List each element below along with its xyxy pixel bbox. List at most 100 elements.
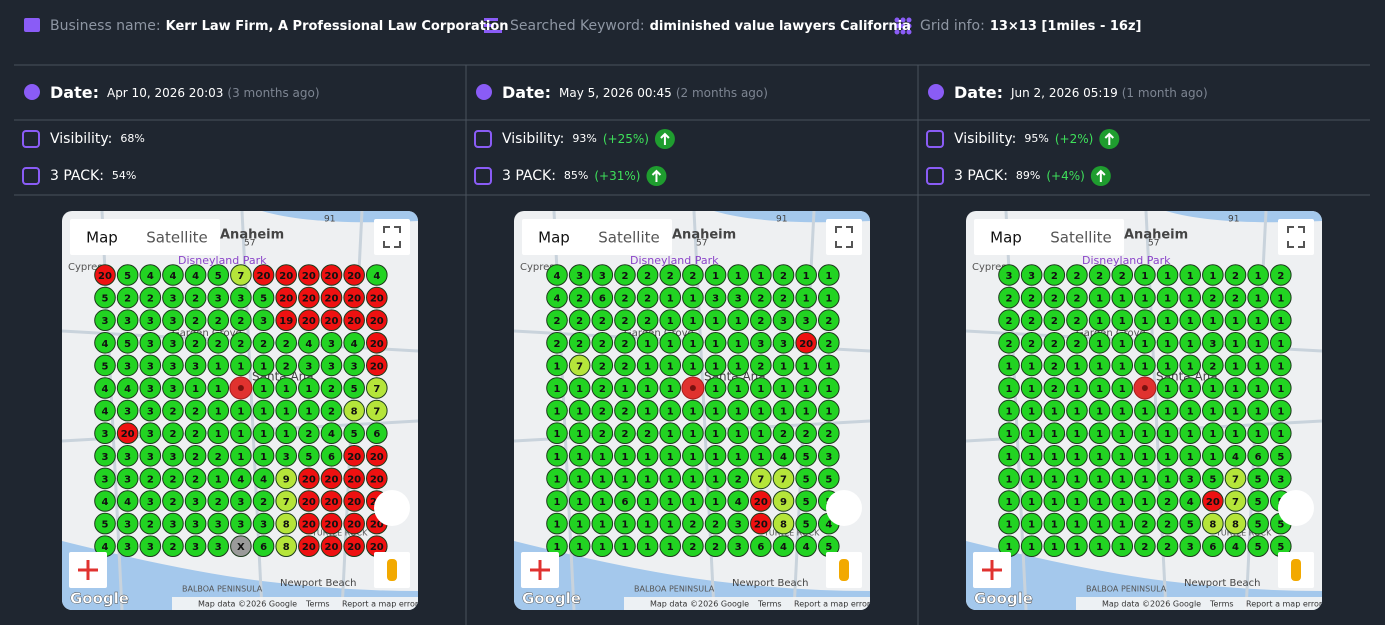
rank-label: 1: [644, 542, 651, 553]
rank-label: 2: [621, 361, 628, 372]
rank-cell: [1134, 332, 1156, 354]
rank-cell: [1020, 512, 1043, 535]
rank-label: 3: [147, 339, 154, 350]
rank-label: 2: [1073, 339, 1080, 350]
terms-link[interactable]: Terms: [305, 600, 330, 609]
report-link[interactable]: Report a map error: [342, 600, 419, 609]
rank-label: 6: [373, 429, 380, 440]
rank-label: 5: [825, 542, 832, 553]
rank-cell: [116, 399, 139, 422]
rank-label: 2: [215, 452, 222, 463]
rank-label: 2: [215, 339, 222, 350]
rank-label: 1: [1006, 542, 1013, 553]
rank-cell: [659, 332, 682, 354]
rank-cell: [298, 445, 320, 467]
rank-label: 2: [169, 407, 176, 418]
rank-cell: [704, 535, 727, 558]
rank-cell: [818, 309, 840, 332]
rank-label: 1: [803, 384, 810, 395]
rank-label: 1: [1255, 384, 1262, 395]
locate-glyph: [78, 560, 98, 580]
satellite-tab[interactable]: Satellite: [146, 229, 207, 247]
rank-cell: [750, 354, 772, 377]
rank-cell: [614, 399, 636, 422]
rank-cell: [320, 535, 343, 558]
rank-cell: [704, 467, 727, 490]
rank-label: 1: [1141, 452, 1148, 463]
map-label: Garden Grove: [172, 328, 242, 339]
rank-cell: [162, 264, 184, 286]
rank-cell: [139, 309, 162, 332]
rank-label: 1: [689, 407, 696, 418]
rank-cell: [230, 467, 252, 490]
rank-cell: [1111, 490, 1134, 512]
pan-button[interactable]: [1278, 490, 1314, 526]
rank-cell: [298, 490, 320, 512]
rank-cell: [704, 490, 727, 512]
rank-label: 2: [576, 339, 583, 350]
map-tab[interactable]: Map: [538, 229, 570, 247]
rank-label: 4: [102, 407, 109, 418]
pan-button[interactable]: [826, 490, 862, 526]
rank-cell: [727, 264, 750, 286]
map-tab[interactable]: Map: [86, 229, 118, 247]
map-tab[interactable]: Map: [990, 229, 1022, 247]
pan-button[interactable]: [374, 490, 410, 526]
date-value: Jun 2, 2026 05:19: [1010, 86, 1118, 100]
rank-label: 1: [1164, 294, 1171, 305]
rank-label: 2: [215, 497, 222, 508]
fullscreen-button[interactable]: [826, 219, 862, 255]
fullscreen-button[interactable]: [1278, 219, 1314, 255]
rank-cell: [1247, 286, 1269, 309]
rank-cell: [636, 332, 659, 354]
rank-label: 4: [735, 497, 742, 508]
rank-cell: [366, 332, 388, 354]
rank-label: 20: [302, 520, 316, 531]
rank-label: 2: [621, 294, 628, 305]
rank-label: 1: [1164, 407, 1171, 418]
rank-label: 2: [735, 474, 742, 485]
rank-label: 4: [147, 271, 154, 282]
map: Anaheim Disneyland Park Cypress Garden Grov…: [966, 211, 1323, 610]
visibility-icon: [926, 130, 944, 148]
rank-label: 1: [1096, 429, 1103, 440]
rank-label: 1: [1028, 520, 1035, 531]
rank-cell: [366, 286, 388, 309]
rank-cell: [772, 309, 795, 332]
rank-cell: [366, 264, 388, 286]
satellite-tab[interactable]: Satellite: [598, 229, 659, 247]
rank-label: 1: [215, 407, 222, 418]
pin-dot: [1141, 385, 1148, 391]
rank-label: 1: [803, 407, 810, 418]
rank-cell: [94, 309, 116, 332]
rank-cell: [162, 535, 184, 558]
rank-label: 1: [237, 429, 244, 440]
rank-label: 1: [689, 339, 696, 350]
rank-cell: [1043, 490, 1066, 512]
report-link[interactable]: Report a map error: [1246, 600, 1323, 609]
rank-cell: [207, 422, 230, 445]
rank-label: 1: [1051, 497, 1058, 508]
fullscreen-button[interactable]: [374, 219, 410, 255]
terms-link[interactable]: Terms: [757, 600, 782, 609]
rank-label: 1: [1028, 361, 1035, 372]
rank-label: 3: [328, 339, 335, 350]
rank-cell: [682, 399, 704, 422]
attribution-bar: [172, 597, 418, 610]
rank-cell: [704, 309, 727, 332]
dividers: [14, 64, 1370, 625]
rank-cell: [772, 332, 795, 354]
rank-cell: [727, 490, 750, 512]
rank-label: 2: [192, 294, 199, 305]
header-icons: [24, 17, 912, 35]
terms-link[interactable]: Terms: [1209, 600, 1234, 609]
satellite-tab[interactable]: Satellite: [1050, 229, 1111, 247]
rank-label: 1: [1119, 474, 1126, 485]
rank-cell: [298, 512, 320, 535]
report-link[interactable]: Report a map error: [794, 600, 871, 609]
rank-label: 1: [1006, 429, 1013, 440]
rank-label: 1: [1006, 384, 1013, 395]
rank-label: 1: [825, 271, 832, 282]
rank-cell: [162, 399, 184, 422]
date-icon: [928, 84, 944, 100]
